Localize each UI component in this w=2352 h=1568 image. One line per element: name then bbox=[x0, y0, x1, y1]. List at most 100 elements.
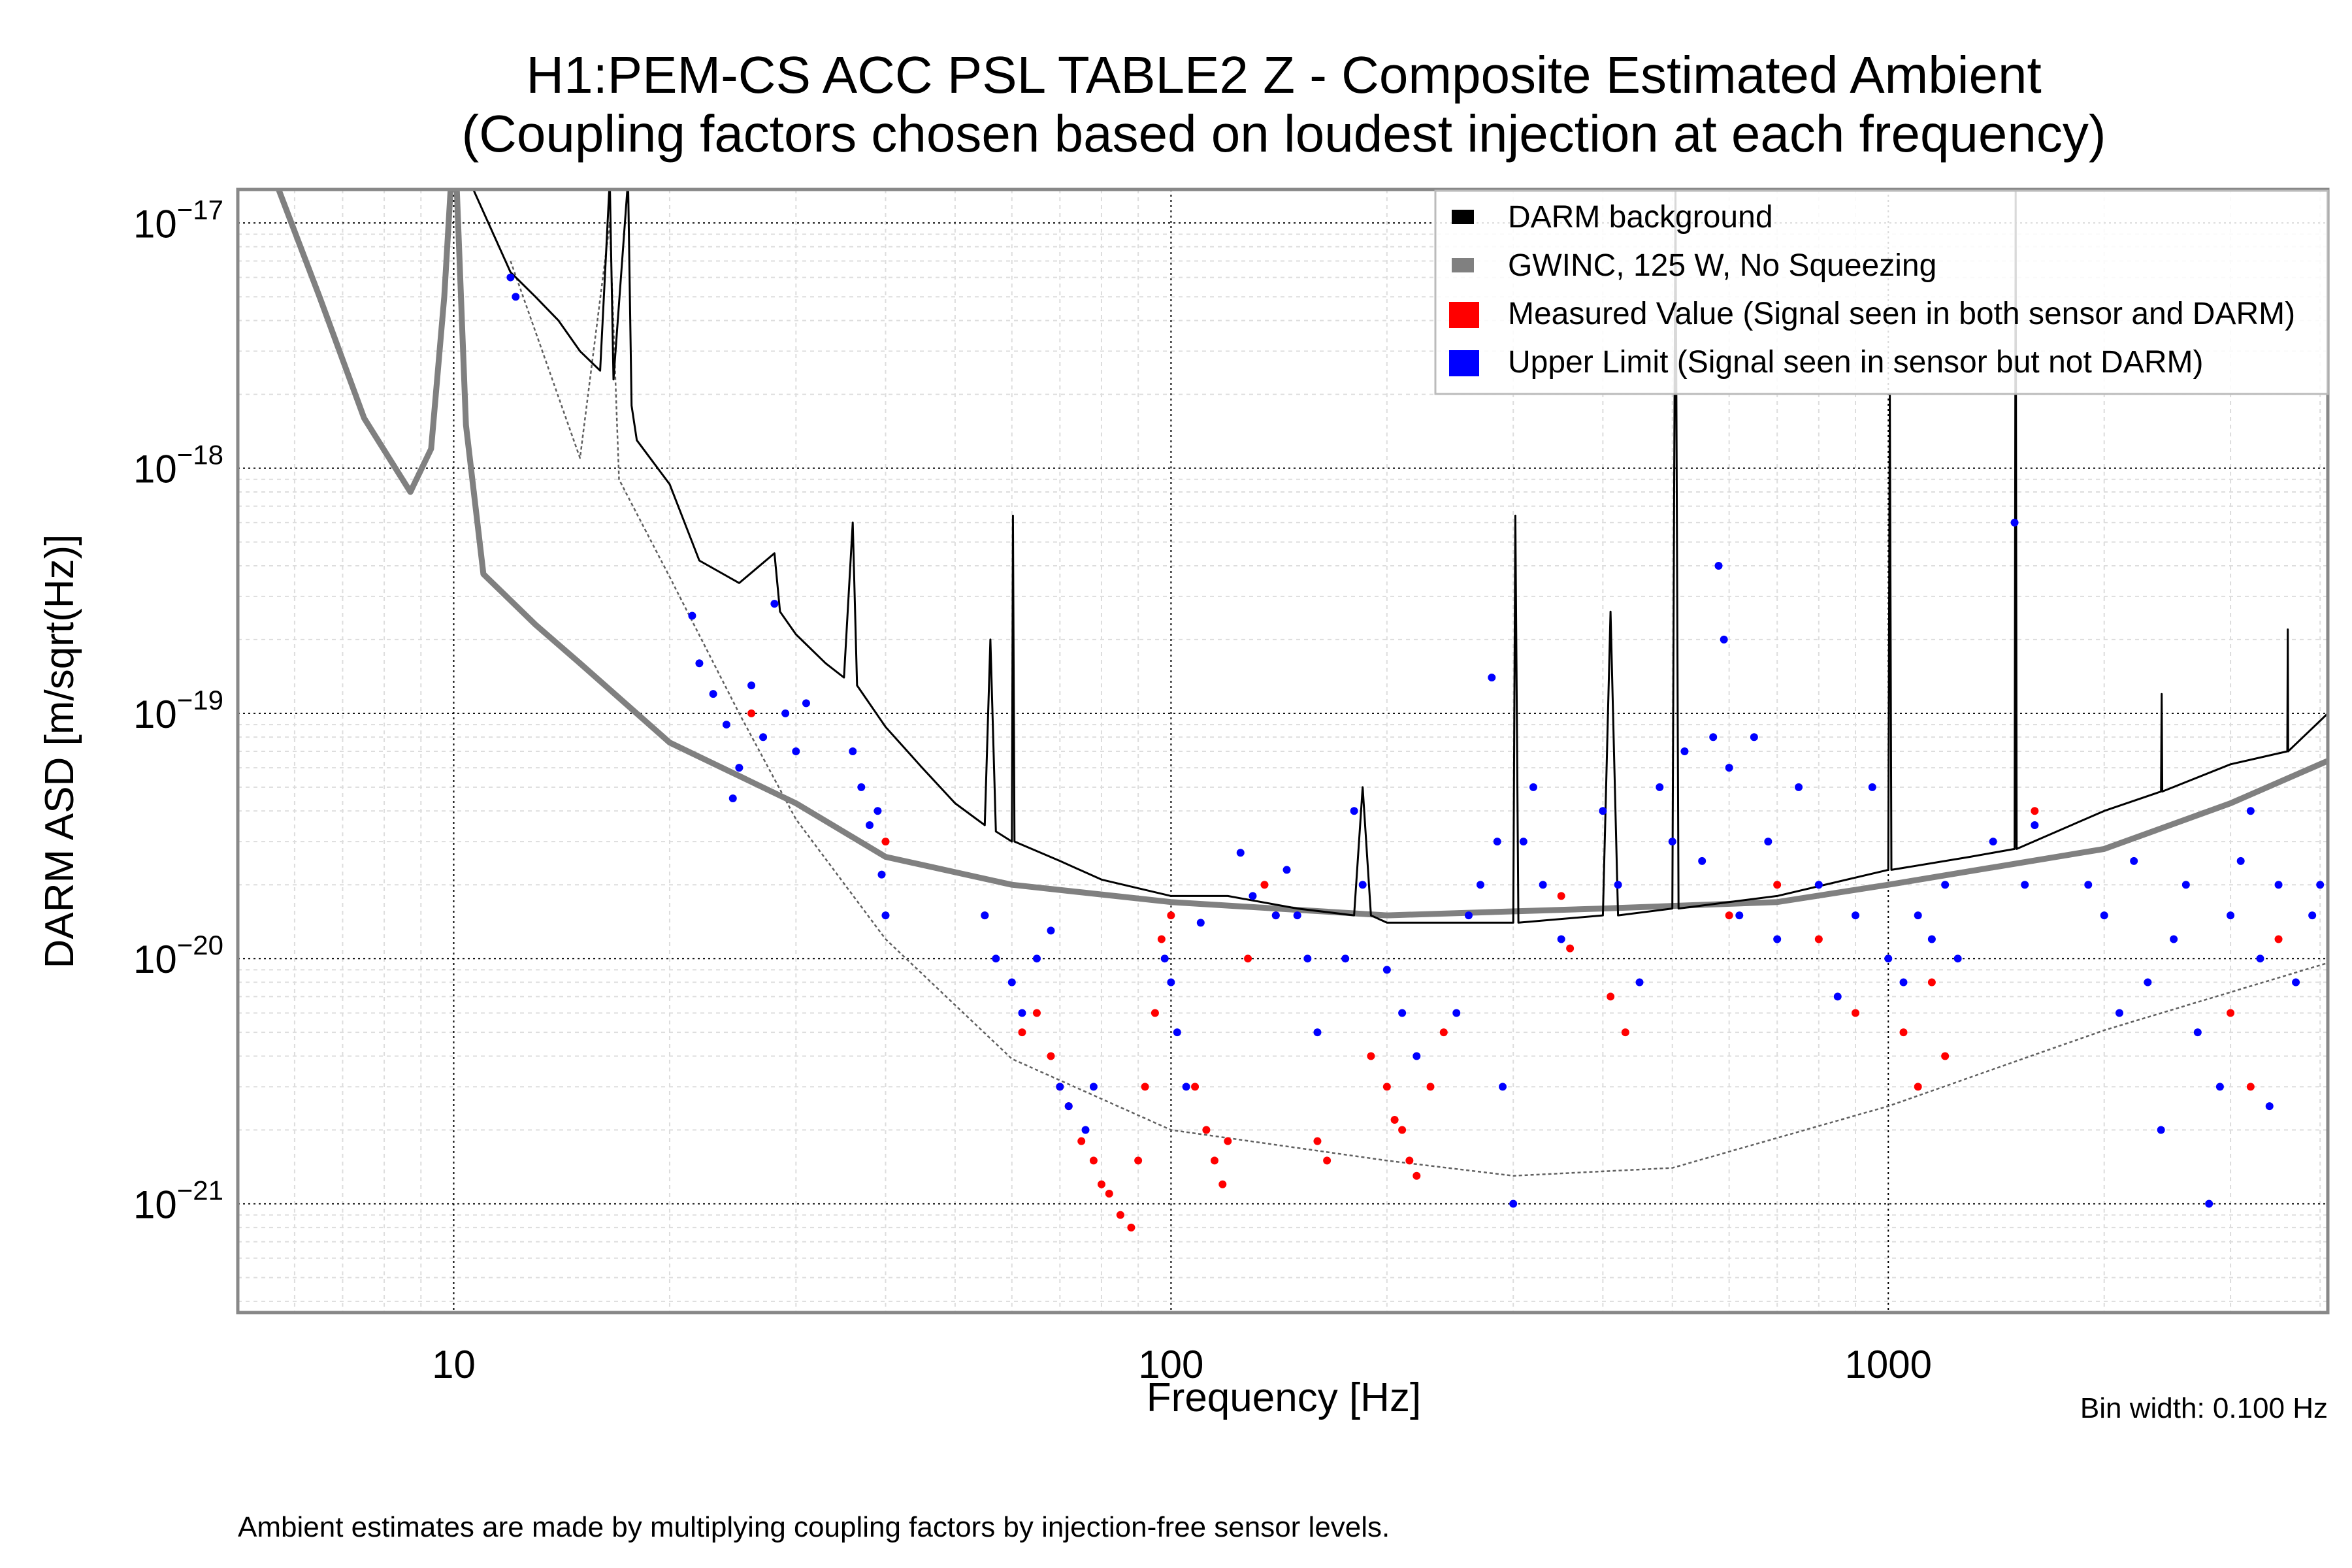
y-tick-label: 10−19 bbox=[133, 685, 223, 736]
legend-swatch-upper-limit bbox=[1449, 350, 1479, 376]
measured-value-point bbox=[1211, 1156, 1219, 1165]
measured-value-point bbox=[1260, 881, 1269, 889]
upper-limit-point bbox=[1293, 911, 1301, 920]
upper-limit-point bbox=[688, 612, 696, 620]
upper-limit-point bbox=[2100, 911, 2108, 920]
upper-limit-point bbox=[1953, 955, 1962, 963]
gray-dashed-line bbox=[510, 222, 2328, 1177]
upper-limit-point bbox=[2316, 881, 2325, 889]
upper-limit-point bbox=[735, 764, 743, 772]
x-axis-label: Frequency [Hz] bbox=[1147, 1375, 1421, 1420]
upper-limit-point bbox=[2115, 1009, 2123, 1017]
upper-limit-point bbox=[1182, 1083, 1190, 1091]
upper-limit-point bbox=[1899, 978, 1908, 987]
upper-limit-point bbox=[2205, 1200, 2213, 1208]
upper-limit-point bbox=[1852, 911, 1860, 920]
upper-limit-point bbox=[1635, 978, 1644, 987]
measured-value-point bbox=[2246, 1083, 2255, 1091]
upper-limit-point bbox=[1884, 955, 1893, 963]
upper-limit-point bbox=[992, 955, 1000, 963]
upper-limit-point bbox=[512, 293, 520, 301]
upper-limit-point bbox=[1032, 955, 1041, 963]
plot-series bbox=[276, 189, 2328, 1232]
measured-value-point bbox=[1914, 1083, 1922, 1091]
measured-value-point bbox=[1167, 911, 1175, 920]
upper-limit-point bbox=[1499, 1083, 1507, 1091]
x-tick-label: 10 bbox=[432, 1343, 476, 1386]
upper-limit-point bbox=[2021, 881, 2029, 889]
upper-limit-point bbox=[1081, 1126, 1090, 1134]
measured-value-point bbox=[2031, 807, 2039, 815]
measured-value-point bbox=[1390, 1115, 1399, 1124]
measured-value-point bbox=[2274, 935, 2283, 943]
upper-limit-point bbox=[1539, 881, 1547, 889]
upper-limit-point bbox=[2274, 881, 2283, 889]
upper-limit-point bbox=[709, 690, 717, 698]
upper-limit-point bbox=[1382, 966, 1391, 974]
upper-limit-point bbox=[1173, 1028, 1181, 1037]
upper-limit-point bbox=[722, 721, 730, 729]
upper-limit-point bbox=[781, 709, 790, 717]
chart-subtitle: (Coupling factors chosen based on loudes… bbox=[461, 105, 2106, 163]
upper-limit-point bbox=[1698, 857, 1707, 865]
measured-value-point bbox=[1202, 1126, 1211, 1134]
upper-limit-point bbox=[2130, 857, 2138, 865]
upper-limit-point bbox=[1464, 911, 1473, 920]
upper-limit-point bbox=[1557, 935, 1565, 943]
upper-limit-point bbox=[1814, 881, 1823, 889]
upper-limit-point bbox=[2157, 1126, 2165, 1134]
upper-limit-point bbox=[1196, 919, 1205, 927]
upper-limit-point bbox=[1488, 674, 1496, 682]
legend-swatch-gwinc bbox=[1452, 258, 1474, 272]
measured-value-point bbox=[1725, 911, 1733, 920]
upper-limit-point bbox=[1089, 1083, 1098, 1091]
measured-value-point bbox=[1773, 881, 1782, 889]
measured-value-point bbox=[1018, 1028, 1026, 1037]
upper-limit-point bbox=[849, 747, 857, 756]
upper-limit-point bbox=[1656, 783, 1664, 791]
upper-limit-point bbox=[2144, 978, 2152, 987]
measured-value-point bbox=[1089, 1156, 1098, 1165]
upper-limit-point bbox=[1614, 881, 1622, 889]
upper-limit-point bbox=[881, 911, 890, 920]
x-tick-label: 100 bbox=[1138, 1343, 1203, 1386]
upper-limit-point bbox=[2084, 881, 2093, 889]
upper-limit-point bbox=[1007, 978, 1016, 987]
measured-value-point bbox=[1323, 1156, 1331, 1165]
upper-limit-point bbox=[1167, 978, 1175, 987]
measured-value-point bbox=[1032, 1009, 1041, 1017]
tick-labels: 10 100 1000 10−17 10−18 10−19 10−20 10−21 bbox=[133, 194, 1932, 1386]
upper-limit-point bbox=[1714, 561, 1723, 570]
measured-value-point bbox=[1116, 1211, 1124, 1219]
upper-limit-point bbox=[1358, 881, 1367, 889]
upper-limit-point bbox=[1709, 733, 1718, 742]
upper-limit-point bbox=[1350, 807, 1358, 815]
upper-limit-point bbox=[1303, 955, 1312, 963]
upper-limit-point bbox=[1941, 881, 1950, 889]
measured-value-point bbox=[1405, 1156, 1414, 1165]
upper-limit-point bbox=[1249, 892, 1257, 900]
measured-value-point bbox=[1621, 1028, 1629, 1037]
upper-limit-point bbox=[1735, 911, 1744, 920]
y-axis-label: DARM ASD [m/sqrt(Hz)] bbox=[37, 534, 82, 969]
gwinc-line bbox=[276, 189, 2328, 919]
measured-value-point bbox=[1127, 1223, 1135, 1232]
measured-value-point bbox=[1141, 1083, 1149, 1091]
upper-limit-point bbox=[1519, 838, 1527, 846]
bin-width-note: Bin width: 0.100 Hz bbox=[2080, 1392, 2328, 1424]
upper-limit-point bbox=[747, 681, 756, 690]
upper-limit-point bbox=[1529, 783, 1537, 791]
upper-limit-point bbox=[1725, 764, 1733, 772]
chart-title: H1:PEM-CS ACC PSL TABLE2 Z - Composite E… bbox=[526, 46, 2041, 104]
upper-limit-point bbox=[1764, 838, 1772, 846]
measured-value-point bbox=[1927, 978, 1936, 987]
measured-value-point bbox=[881, 838, 890, 846]
measured-value-point bbox=[1607, 992, 1615, 1001]
x-tick-label: 1000 bbox=[1844, 1343, 1931, 1386]
upper-limit-point bbox=[1236, 849, 1245, 857]
measured-value-point bbox=[1097, 1180, 1105, 1188]
upper-limit-point bbox=[1668, 838, 1676, 846]
upper-limit-point bbox=[2193, 1028, 2202, 1037]
upper-limit-point bbox=[1056, 1083, 1064, 1091]
legend-label-darm: DARM background bbox=[1508, 200, 1773, 235]
